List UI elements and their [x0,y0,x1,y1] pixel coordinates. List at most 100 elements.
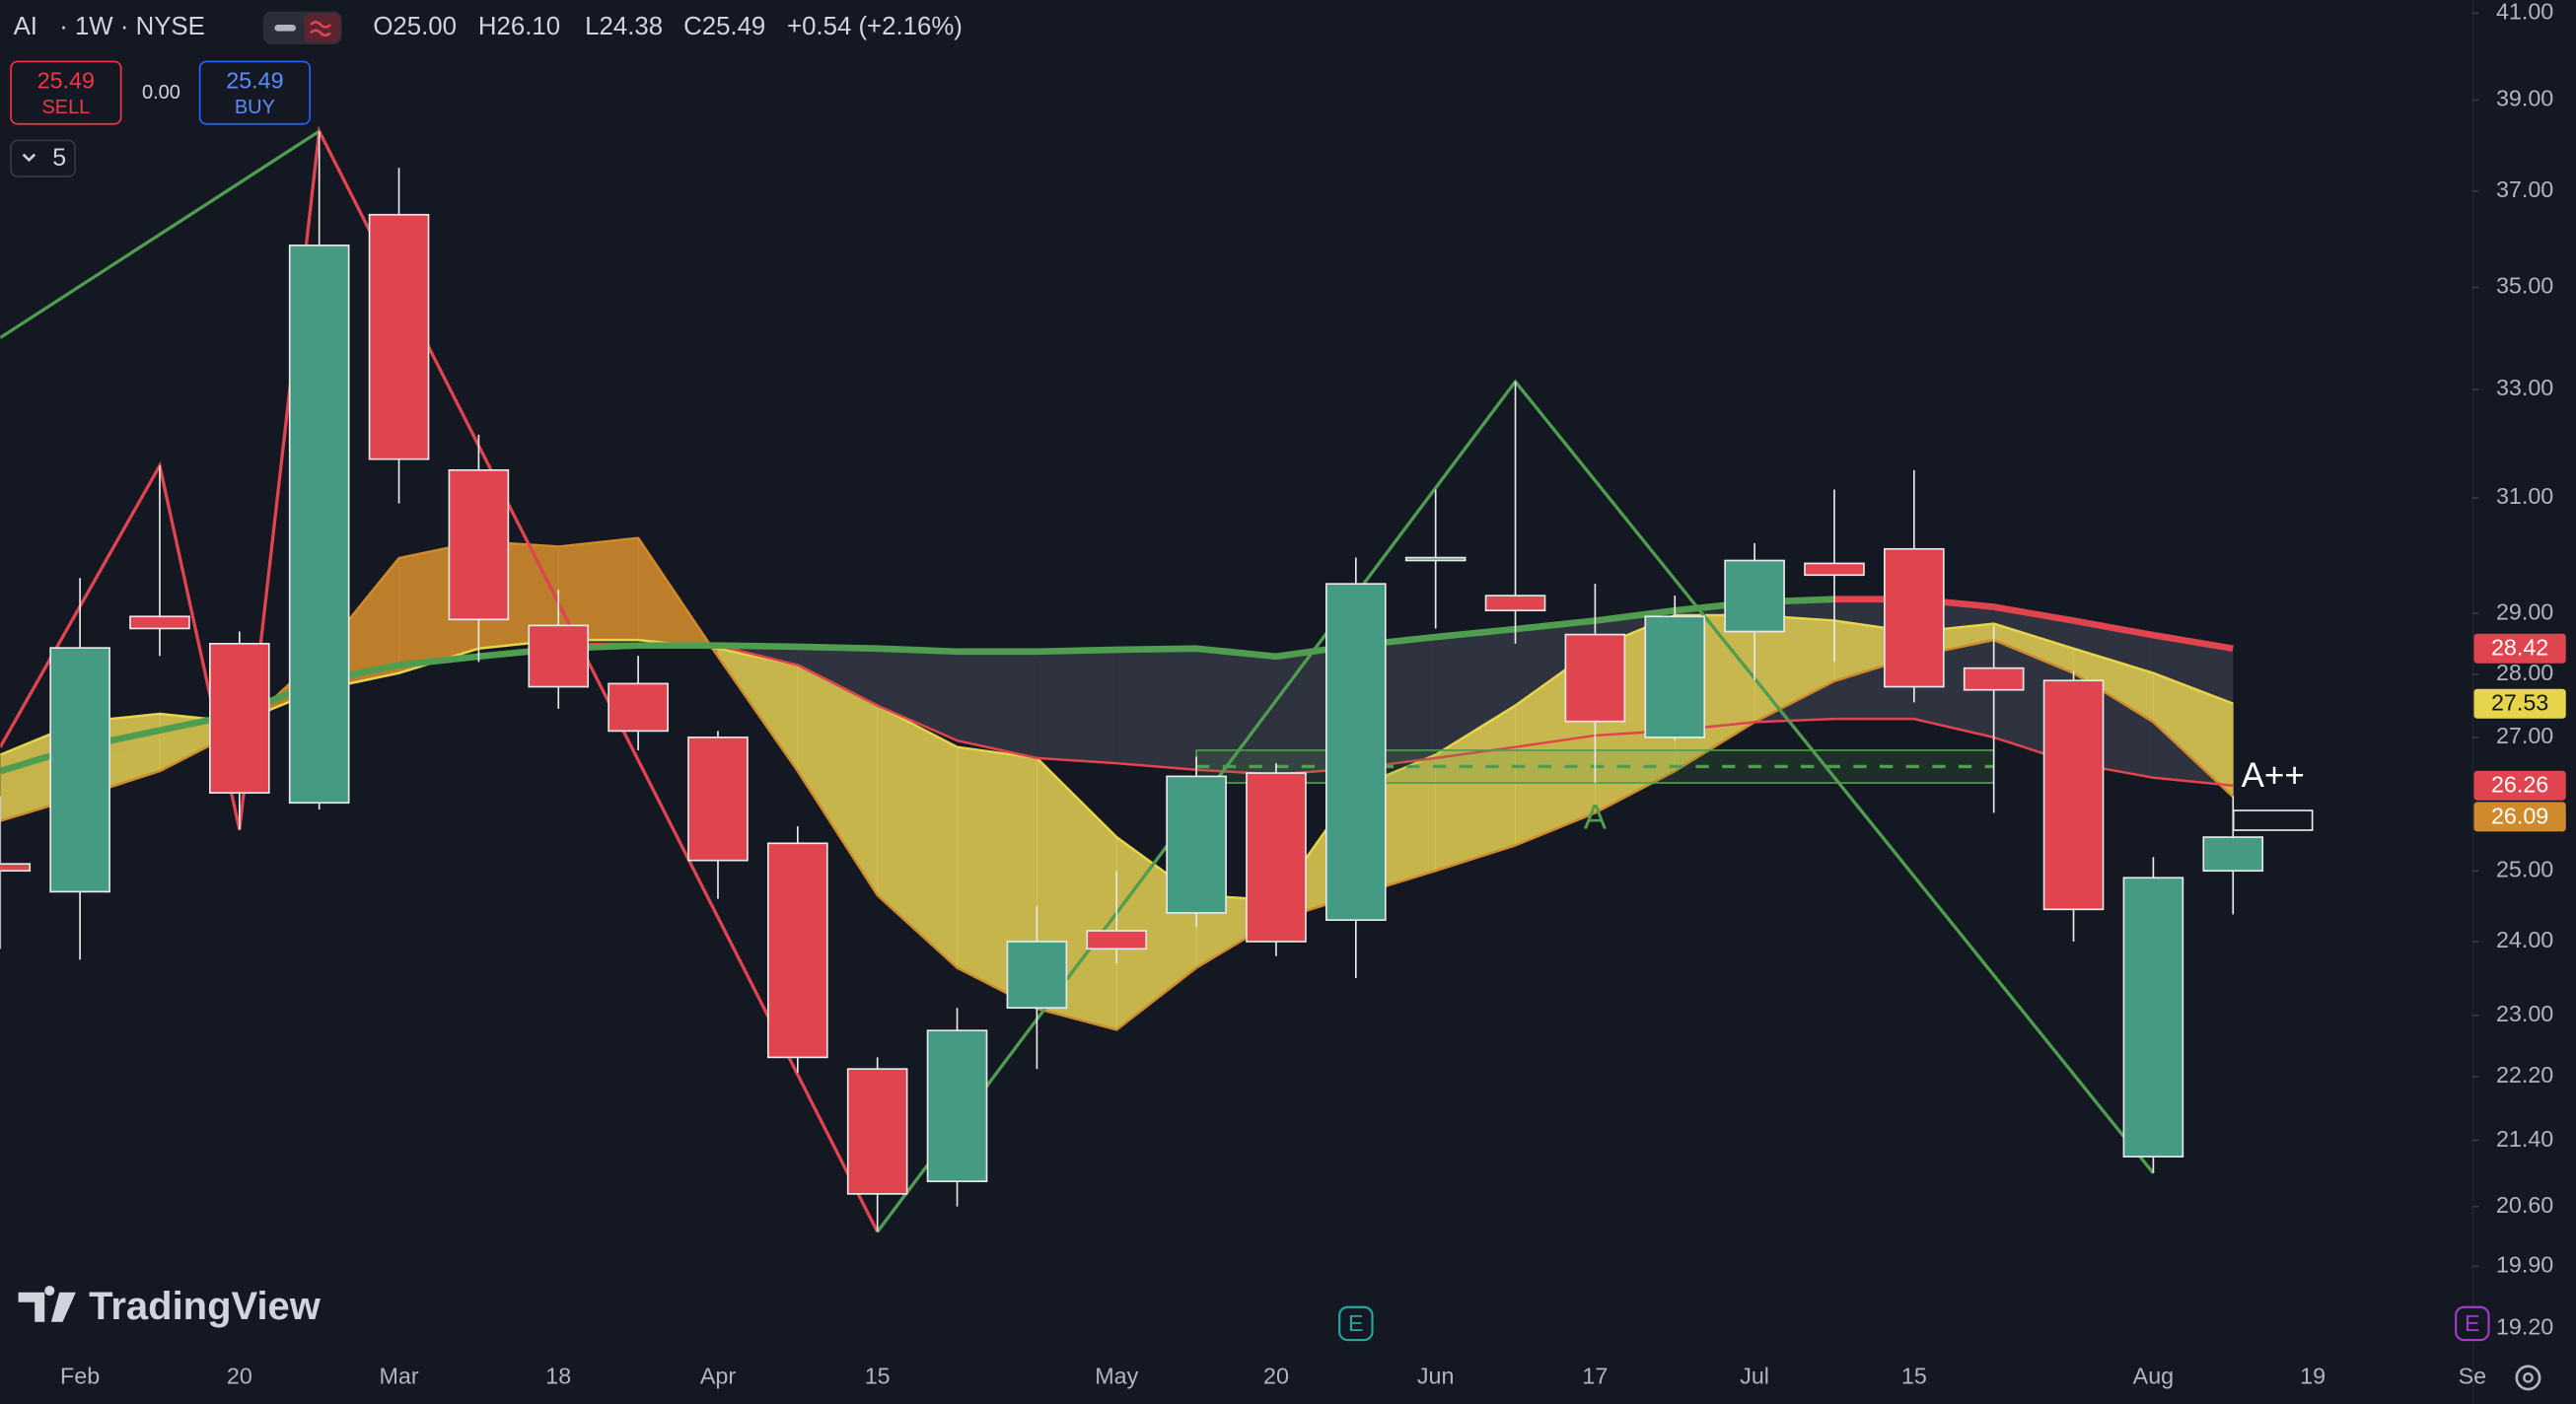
sell-label: SELL [41,97,90,118]
event-badge[interactable] [1338,1305,1374,1342]
x-tick-label: 15 [1901,1364,1927,1389]
logo-mark [18,1286,76,1322]
buy-price: 25.49 [226,67,283,93]
toggle-icon [304,13,341,43]
band-fill [1116,648,1197,770]
toggle-icon [274,24,297,32]
x-tick-label: May [1095,1364,1138,1389]
price-tag [2473,633,2566,664]
x-tick-label: 20 [227,1364,252,1389]
open-value: O25.00 [373,13,457,40]
chevron-icon [22,153,36,163]
zigzag-line [0,129,321,339]
band-fill [1196,648,1276,775]
price-tag [2473,802,2566,832]
band-fill [877,648,958,741]
spread: 0.00 [142,82,180,104]
candle-body [846,1068,908,1195]
x-tick-label: 18 [545,1364,571,1389]
x-tick-label: Se [2459,1364,2487,1389]
band-fill [797,646,878,706]
candle-body [2202,836,2264,873]
y-tick-label: 35.00 [2496,273,2553,299]
candle-body [1166,775,1227,914]
candle-body [1484,595,1546,612]
y-tick-label: 19.90 [2496,1252,2553,1278]
sell-button[interactable] [10,60,122,125]
x-tick-label: 17 [1582,1364,1608,1389]
x-tick-label: 19 [2300,1364,2326,1389]
y-tick-label: 19.20 [2496,1314,2553,1340]
low-value: L24.38 [585,13,663,40]
price-tag-label: 26.26 [2491,772,2548,798]
y-tick-label: 24.00 [2496,927,2553,952]
indicators-toggle[interactable] [10,139,76,177]
candle-body [368,213,430,460]
axes: 41.00 39.00 37.00 35.00 33.00 31.00 29.00 28.00… [60,0,2553,1404]
band-fill [1037,649,1117,764]
event-label: E [2465,1310,2480,1336]
overlay-line [0,613,2234,902]
event-badge[interactable] [2455,1305,2490,1342]
candle-body [2122,877,2184,1158]
x-tick-label: Jun [1417,1364,1455,1389]
candle-body [1644,615,1706,738]
interval-exchange[interactable]: · 1W · NYSE [59,13,205,40]
overlay-line [0,536,2235,1031]
x-tick-label: Apr [700,1364,736,1389]
x-tick-label: Aug [2133,1364,2174,1389]
settings-icon[interactable] [2515,1365,2541,1391]
y-tick-label: 39.00 [2496,85,2553,110]
candle-body [767,842,828,1059]
symbol[interactable]: AI [14,13,37,40]
annotation: A [1584,798,1608,836]
y-tick-label: 21.40 [2496,1126,2553,1152]
candle-body [608,682,669,733]
settings-icon [2523,1372,2534,1383]
y-tick-label: 27.00 [2496,723,2553,748]
candle-body [1325,583,1387,921]
buy-button[interactable] [198,60,312,125]
candle-body [1086,930,1148,950]
y-tick-label: 31.00 [2496,483,2553,509]
indicators-count: 5 [52,144,66,172]
x-tick-label: 15 [865,1364,891,1389]
y-tick-label: 20.60 [2496,1192,2553,1218]
candle-body [926,1029,988,1183]
x-tick-label: Feb [60,1364,100,1389]
y-tick-label: 28.00 [2496,660,2553,685]
candle-body [1246,772,1307,943]
candle-body [687,737,749,862]
candle-body [1564,633,1626,723]
price-tag-label: 27.53 [2491,690,2548,716]
plot-area: A A++ [0,125,2314,1233]
candle-body [209,642,270,794]
close-value: C25.49 [683,13,765,40]
price-tag [2473,770,2566,801]
x-tick-label: Mar [379,1364,418,1389]
buy-label: BUY [235,97,275,118]
y-tick-label: 37.00 [2496,176,2553,202]
change-value: +0.54 (+2.16%) [787,13,963,40]
sell-price: 25.49 [37,67,95,93]
band-fill [957,651,1038,758]
y-tick-label: 25.00 [2496,856,2553,881]
price-tag-label: 28.42 [2491,635,2548,661]
toggle-icon [310,21,331,37]
high-value: H26.10 [478,13,560,40]
candle-body [0,863,32,873]
candle-body [1724,559,1785,633]
price-tag-label: 26.09 [2491,803,2548,828]
candle-body [1963,667,2025,691]
candle-body [1804,562,1865,577]
logo-text: TradingView [89,1285,322,1328]
annotation: A++ [2242,756,2305,795]
candle-body [288,245,350,805]
candle-body [1006,941,1068,1010]
candle-body [1404,556,1467,562]
y-tick-label: 41.00 [2496,0,2553,24]
overlay-line [558,642,2234,787]
candle-body [1884,547,1945,688]
candle-body [528,624,590,688]
